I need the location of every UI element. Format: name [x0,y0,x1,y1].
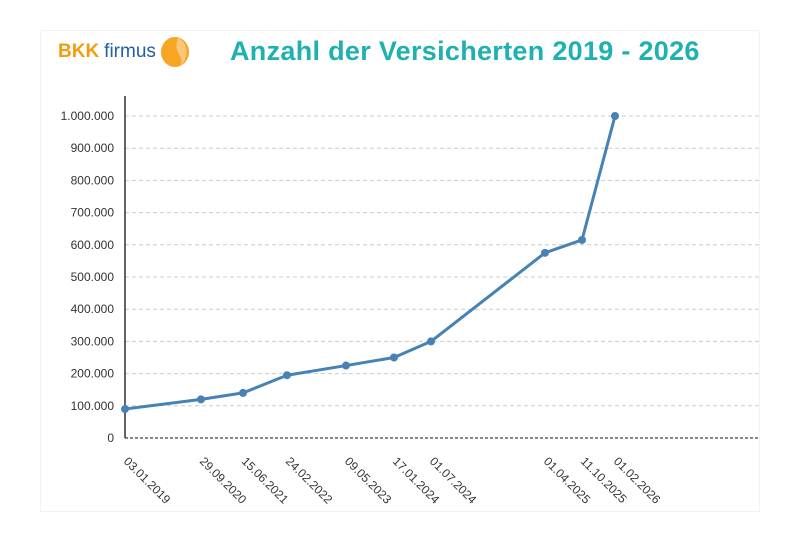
chart-card [40,30,760,512]
logo-bkk: BKK [58,41,100,62]
y-tick-label: 400.000 [71,302,115,316]
data-point [390,353,398,362]
logo-firmus: firmus [104,41,156,62]
y-tick-label: 900.000 [71,141,115,155]
x-tick-label: 24.02.2022 [283,454,336,507]
y-tick-label: 100.000 [71,399,115,413]
data-point [611,112,619,120]
y-tick-label: 600.000 [71,238,115,252]
y-tick-label: 1.000.000 [61,109,115,123]
data-point [342,361,350,370]
y-tick-label: 200.000 [71,367,115,381]
data-point [239,388,247,397]
y-tick-label: 500.000 [71,270,115,284]
logo-bean-icon [160,37,189,67]
y-tick-label: 300.000 [71,334,115,348]
page-title: Anzahl der Versicherten 2019 - 2026 [230,36,700,66]
series-line [124,115,617,411]
data-point [197,395,205,404]
data-point [283,371,291,380]
data-point [541,248,549,257]
x-tick-label: 09.05.2023 [342,454,395,507]
data-point [121,405,129,414]
y-tick-label: 700.000 [71,206,115,220]
data-point [578,235,586,244]
x-tick-label: 03.01.2019 [121,454,174,507]
bkk-firmus-logo: BKK firmus [58,34,192,70]
y-tick-label: 0 [107,431,114,445]
y-tick-label: 800.000 [71,173,115,187]
data-point [427,337,435,346]
